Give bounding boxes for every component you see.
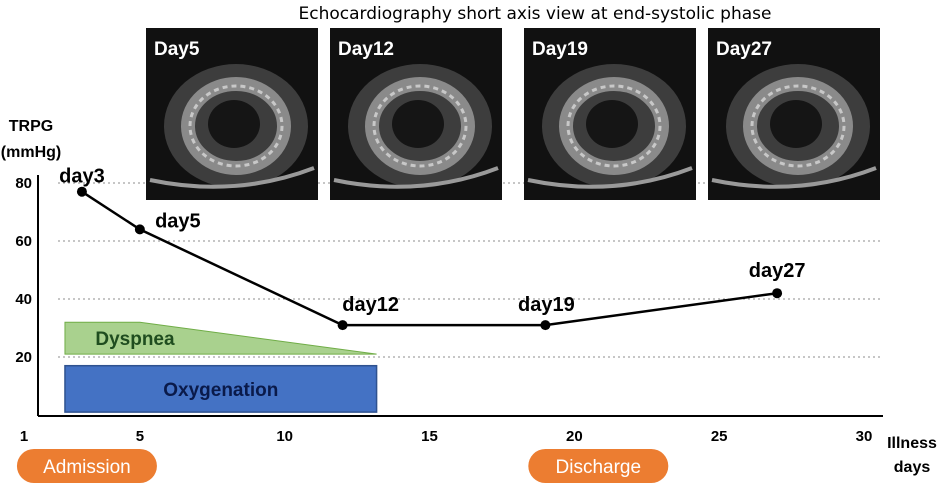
echo-myocardium-ring <box>743 77 853 175</box>
echo-lv-cavity <box>392 100 444 148</box>
marker-label: Discharge <box>556 457 642 478</box>
band-dyspnea-label: Dyspnea <box>95 329 175 350</box>
y-tick-80: 80 <box>15 175 32 192</box>
y-tick-labels: 20 40 60 80 <box>15 175 32 366</box>
x-tick-15: 15 <box>421 428 438 445</box>
band-dyspnea-shape <box>64 321 377 355</box>
y-axis-label-line1: TRPG <box>9 118 53 135</box>
echo-ring-highlight <box>750 84 846 168</box>
echo-panel-day5: Day5 <box>146 28 318 200</box>
x-tick-30: 30 <box>856 428 873 445</box>
point-label-day5: day5 <box>155 210 201 232</box>
band-oxygenation-label: Oxygenation <box>163 380 278 401</box>
x-tick-25: 25 <box>711 428 728 445</box>
y-tick-60: 60 <box>15 233 32 250</box>
point-day3 <box>76 186 87 197</box>
echo-panel-day27: Day27 <box>708 28 880 200</box>
echo-pericardium-line <box>527 166 693 189</box>
echo-ring-highlight <box>566 84 662 168</box>
band-oxygenation: Oxygenation <box>64 364 378 413</box>
echo-myocardium-ring <box>181 77 291 175</box>
x-axis-label: Illness days <box>887 435 937 476</box>
y-tick-40: 40 <box>15 291 32 308</box>
x-axis-label-line2: days <box>894 459 931 476</box>
axes <box>37 175 883 417</box>
x-tick-20: 20 <box>566 428 583 445</box>
point-label-day27: day27 <box>749 260 806 282</box>
marker-label: Admission <box>43 457 131 478</box>
band-dyspnea: Dyspnea <box>64 321 377 355</box>
y-tick-20: 20 <box>15 349 32 366</box>
marker-discharge: Discharge <box>528 449 669 483</box>
trpg-series: day3 day5 day12 day19 day27 <box>59 166 806 331</box>
x-tick-labels: 1 5 10 15 20 25 30 <box>20 428 873 445</box>
figure-title: Echocardiography short axis view at end-… <box>299 4 772 24</box>
echo-lv-cavity <box>770 100 822 148</box>
point-day12 <box>337 320 348 331</box>
point-day19 <box>540 320 551 331</box>
echo-myocardium-ring <box>365 77 475 175</box>
y-axis-label: TRPG (mmHg) <box>1 118 61 161</box>
point-day5 <box>134 224 145 235</box>
x-tick-1: 1 <box>20 428 28 445</box>
x-tick-5: 5 <box>136 428 144 445</box>
echo-lv-cavity <box>586 100 638 148</box>
x-tick-10: 10 <box>276 428 293 445</box>
echo-panel-label: Day19 <box>532 39 588 60</box>
echo-panel-label: Day12 <box>338 39 394 60</box>
point-label-day3: day3 <box>59 166 105 188</box>
point-day27 <box>772 288 783 299</box>
echo-pericardium-line <box>711 166 877 189</box>
point-label-day19: day19 <box>518 294 575 316</box>
echo-ring-highlight <box>188 84 284 168</box>
echo-panel-label: Day5 <box>154 39 200 60</box>
echo-pericardium-line <box>333 166 499 189</box>
echo-panel-day19: Day19 <box>524 28 696 200</box>
echo-myocardium-ring <box>559 77 669 175</box>
echo-lv-cavity <box>208 100 260 148</box>
echo-ring-highlight <box>372 84 468 168</box>
echo-panel-label: Day27 <box>716 39 772 60</box>
point-label-day12: day12 <box>342 294 399 316</box>
marker-pill <box>528 449 669 483</box>
band-oxygenation-shape <box>64 364 378 413</box>
marker-pill <box>16 449 157 483</box>
timeline-markers: Admission Discharge <box>16 449 669 483</box>
echo-pericardium-line <box>149 166 315 189</box>
y-axis-label-line2: (mmHg) <box>1 144 61 161</box>
echo-panel-day12: Day12 <box>330 28 502 200</box>
x-axis-label-line1: Illness <box>887 435 937 452</box>
echo-panels: Day5 Day12 Day19 Day27 <box>146 28 880 200</box>
bands: Dyspnea Oxygenation <box>64 321 378 413</box>
marker-admission: Admission <box>16 449 157 483</box>
